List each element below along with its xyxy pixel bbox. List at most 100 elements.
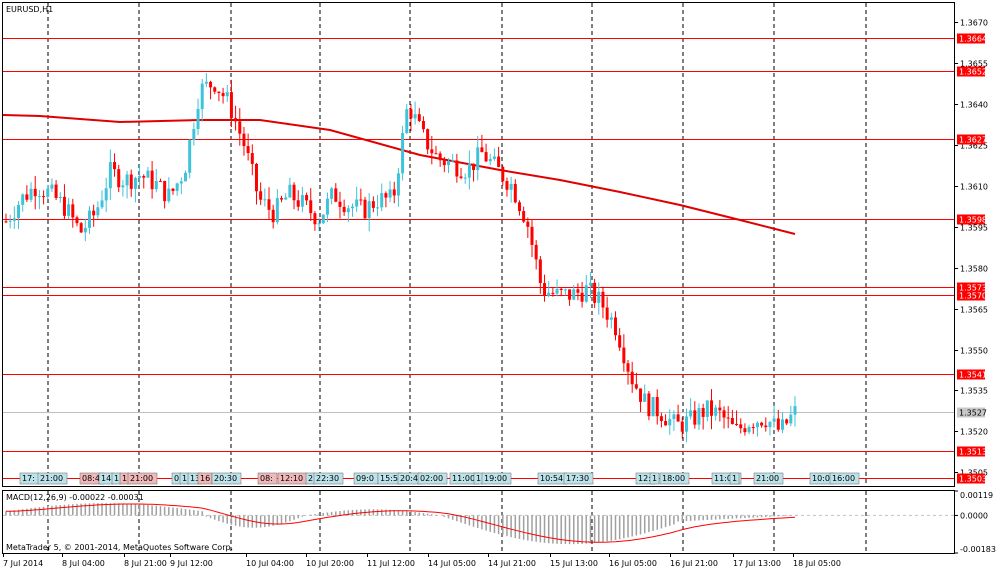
candle-body — [254, 163, 258, 192]
candle-body — [438, 153, 442, 161]
time-label: 10 Jul 20:00 — [306, 559, 354, 568]
candle-body — [480, 147, 484, 153]
candle-body — [522, 211, 526, 222]
horizontal-levels[interactable] — [3, 38, 954, 479]
macd-tick-label: 0.00119 — [960, 491, 993, 500]
event-tag[interactable]: 12:10 — [277, 472, 308, 485]
event-tag[interactable]: 1 — [119, 472, 130, 485]
candle-body — [309, 200, 313, 214]
event-tag[interactable]: 21:00 — [753, 472, 784, 485]
event-tag[interactable]: 1 — [473, 472, 484, 485]
event-tag[interactable]: 0 — [171, 472, 182, 485]
candle-body — [417, 114, 421, 121]
event-tag[interactable]: 2 — [305, 472, 316, 485]
macd-tick-label: 0.0000 — [960, 511, 988, 520]
candle-body — [593, 282, 597, 303]
level-price-label: 1.3573 — [959, 284, 987, 293]
event-tags[interactable]: 17: 21:00 08:4 14 1 1 21:00 0 1 13 16 20:30 08: 12:10… — [19, 472, 860, 485]
event-tag[interactable]: 1 — [111, 472, 122, 485]
event-tag[interactable]: 21:00 — [127, 472, 158, 485]
candle-body — [196, 109, 200, 130]
candle-body — [714, 407, 718, 416]
level-price-label: 1.3541 — [959, 371, 987, 380]
candle-body — [221, 92, 225, 97]
candle-body — [447, 160, 451, 166]
time-label: 10 Jul 04:00 — [246, 559, 294, 568]
event-tag[interactable]: 14 — [98, 472, 114, 485]
candle-body — [526, 221, 530, 227]
event-tag[interactable]: 17:30 — [563, 472, 594, 485]
level-price-label: 1.3570 — [959, 292, 987, 301]
candle-body — [184, 172, 188, 182]
candle-body — [296, 200, 300, 207]
event-tag-label: 02:00 — [420, 474, 443, 483]
candle-body — [442, 160, 446, 166]
candle-body — [588, 282, 592, 286]
event-tag[interactable]: 18:00 — [659, 472, 690, 485]
candle-body — [125, 174, 129, 186]
candle-body — [459, 176, 463, 178]
candle-body — [271, 209, 275, 223]
candle-body — [58, 196, 62, 198]
candle-body — [29, 188, 33, 200]
event-tag[interactable]: 09:0 — [353, 472, 379, 485]
candle-body — [280, 198, 284, 200]
price-axis: 1.36701.36551.36401.36251.36101.35951.35… — [954, 19, 988, 478]
candle-body — [33, 188, 37, 197]
candle-body — [735, 423, 739, 425]
candle-body — [71, 204, 75, 218]
candle-body — [701, 408, 705, 417]
event-tag[interactable]: 16:00 — [829, 472, 860, 485]
candle-body — [321, 214, 325, 224]
price-tick-label: 1.3565 — [960, 306, 988, 315]
event-tag[interactable]: 19:00 — [481, 472, 512, 485]
candle-body — [150, 170, 154, 190]
current-price-label: 1.3527 — [959, 409, 987, 418]
candle-body — [760, 422, 764, 426]
price-tick-label: 1.3535 — [960, 387, 988, 396]
candle-body — [376, 207, 380, 209]
candle-body — [630, 371, 634, 385]
candle-body — [83, 227, 87, 233]
candle-body — [192, 129, 196, 140]
macd-title: MACD(12,26,9) -0.00022 -0.00031 — [6, 493, 144, 502]
candle-body — [246, 146, 250, 154]
candle-body — [213, 87, 217, 92]
event-tag[interactable]: 10:54 — [537, 472, 568, 485]
event-tag[interactable]: 16 — [197, 472, 213, 485]
event-tag-label: 20:30 — [214, 474, 237, 483]
candle-body — [371, 201, 375, 208]
event-tag[interactable]: 11:00 — [711, 472, 742, 485]
candle-body — [764, 425, 768, 428]
event-tag[interactable]: 21:00 — [37, 472, 68, 485]
event-tag[interactable]: 1 — [649, 472, 660, 485]
candle-body — [284, 197, 288, 200]
candle-body — [338, 201, 342, 207]
candle-body — [755, 422, 759, 428]
event-tag-label: 19:00 — [484, 474, 507, 483]
event-tag-label: 13 — [190, 474, 200, 483]
event-tag[interactable]: 08: — [257, 472, 278, 485]
event-tag-label: 1 — [114, 474, 119, 483]
candle-body — [46, 188, 50, 197]
candle-body — [622, 347, 626, 364]
event-tag-label: 10:0 — [812, 474, 830, 483]
candle-body — [505, 181, 509, 190]
event-tag[interactable]: 02:00 — [417, 472, 448, 485]
candle-body — [121, 185, 125, 188]
candle-body — [659, 416, 663, 421]
candle-body — [780, 419, 784, 430]
candle-body — [434, 153, 438, 155]
event-tag[interactable]: 20:30 — [211, 472, 242, 485]
candle-body — [785, 419, 789, 424]
candle-body — [117, 169, 121, 188]
candle-body — [67, 204, 71, 216]
event-tag[interactable]: 1 — [729, 472, 740, 485]
candle-body — [509, 183, 513, 190]
candle-body — [188, 139, 192, 173]
current-price-tag — [957, 407, 985, 418]
event-tag[interactable]: 17: — [19, 472, 40, 485]
event-tag[interactable]: 1 — [179, 472, 190, 485]
event-tag[interactable]: 22:30 — [313, 472, 344, 485]
